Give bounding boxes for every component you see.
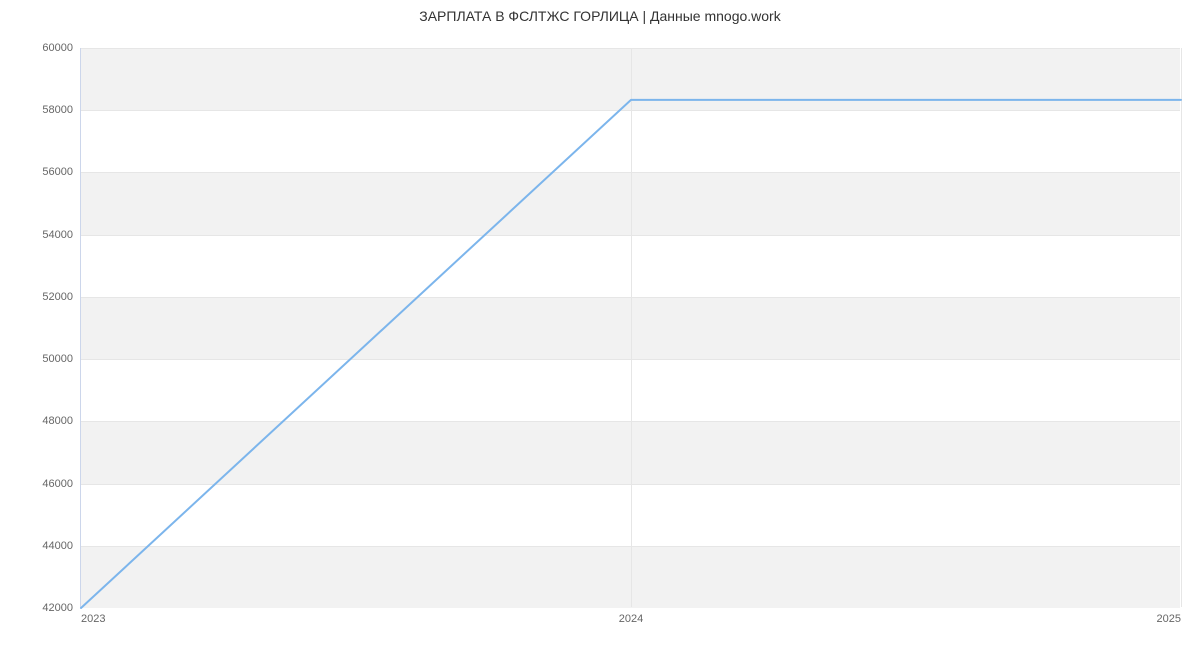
y-axis-tick-label: 42000	[42, 602, 73, 614]
y-axis-tick-label: 58000	[42, 104, 73, 116]
gridline-vertical	[1181, 48, 1182, 607]
x-axis-tick-label: 2024	[619, 613, 643, 625]
y-axis-tick-label: 52000	[42, 291, 73, 303]
y-axis-tick-label: 54000	[42, 229, 73, 241]
chart-container: ЗАРПЛАТА В ФСЛТЖС ГОРЛИЦА | Данные mnogo…	[0, 0, 1200, 650]
series-layer	[81, 48, 1181, 608]
y-axis-tick-label: 60000	[42, 42, 73, 54]
plot-area: 4200044000460004800050000520005400056000…	[80, 48, 1180, 608]
y-axis-tick-label: 56000	[42, 166, 73, 178]
y-axis-tick-label: 50000	[42, 353, 73, 365]
x-axis-tick-label: 2025	[1157, 613, 1181, 625]
chart-title: ЗАРПЛАТА В ФСЛТЖС ГОРЛИЦА | Данные mnogo…	[0, 8, 1200, 24]
x-axis-tick-label: 2023	[81, 613, 105, 625]
y-axis-tick-label: 46000	[42, 478, 73, 490]
y-axis-tick-label: 48000	[42, 415, 73, 427]
y-axis-tick-label: 44000	[42, 540, 73, 552]
line-series-salary	[81, 100, 1181, 608]
